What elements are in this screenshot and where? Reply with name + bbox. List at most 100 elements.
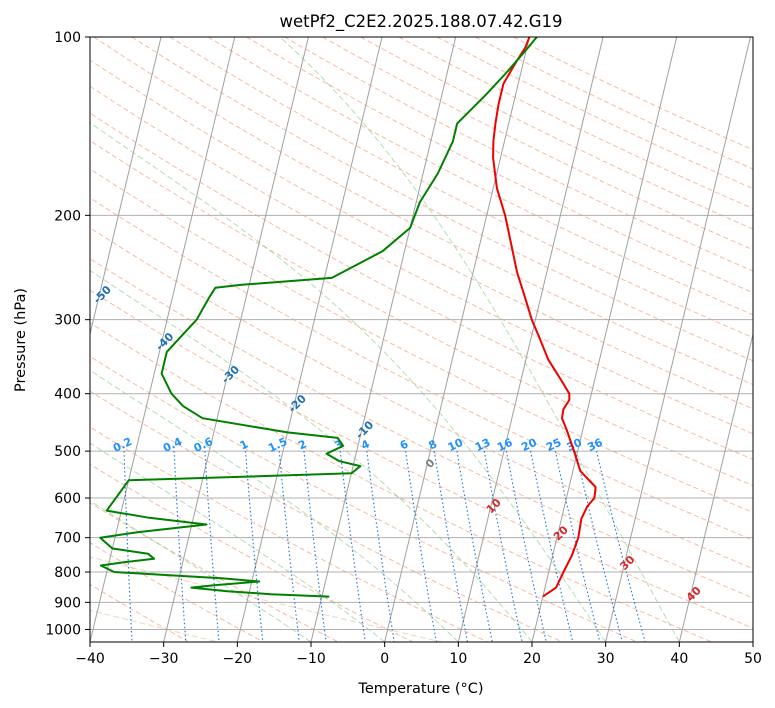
x-tick-label: −40: [75, 651, 105, 667]
dry-adiabat: [90, 197, 753, 541]
mixing-ratio-label: 36: [585, 436, 605, 454]
mixing-ratio-line: [505, 451, 547, 642]
mixing-ratio-label: 10: [446, 436, 466, 454]
dry-adiabat: [169, 37, 753, 339]
mixing-ratio-line: [339, 451, 366, 642]
isotherm: [384, 37, 530, 642]
sounding-traces: [99, 37, 597, 598]
x-tick-label: −30: [149, 651, 179, 667]
y-axis: 100 200 300 400 500 600 700 800 900 1000: [45, 30, 90, 638]
isotherm: [0, 37, 14, 642]
x-tick-label: −10: [296, 651, 326, 667]
x-tick-label: 0: [380, 651, 389, 667]
mixing-ratio-label: 0.2: [111, 435, 134, 455]
isotherm: [90, 37, 162, 337]
mixing-ratio-label: 0.6: [192, 435, 215, 455]
mixing-ratio-line: [173, 451, 187, 642]
y-tick-label: 700: [54, 531, 81, 547]
x-tick-label: 50: [744, 651, 762, 667]
isotherm: [457, 37, 604, 642]
chart-title: wetPf2_C2E2.2025.188.07.42.G19: [279, 12, 562, 32]
x-axis: −40 −30 −20 −10 0 10 20 30 40 50: [75, 642, 762, 667]
mixing-ratio-label: 2: [296, 437, 308, 452]
moist-adiabat: [90, 269, 533, 642]
mixing-ratio-label: 6: [398, 437, 411, 452]
isotherm: [531, 37, 678, 642]
dry-adiabat: [90, 390, 563, 642]
mixing-ratio-lines: [123, 450, 646, 642]
mixing-ratio-line: [575, 450, 623, 642]
x-axis-title: Temperature (°C): [357, 681, 483, 697]
plot-frame: [89, 36, 754, 643]
dry-adiabat: [90, 583, 190, 642]
background-curve: [90, 556, 443, 642]
dry-adiabat: [90, 322, 712, 642]
mixing-ratio-label: 25: [544, 436, 563, 454]
isotherm-label: -30: [219, 363, 242, 386]
mixing-ratio-line: [405, 451, 437, 642]
isotherm-label: 20: [551, 523, 571, 543]
y-tick-label: 900: [54, 595, 81, 611]
mixing-ratio-line: [433, 451, 469, 642]
mixing-ratio-line: [530, 450, 574, 642]
dry-adiabat: [90, 258, 753, 599]
moist-adiabat: [90, 122, 607, 642]
isotherm: [310, 37, 457, 642]
mixing-ratio-line: [278, 451, 300, 642]
dry-adiabat: [322, 37, 753, 251]
x-tick-label: 30: [597, 651, 615, 667]
isotherm: [90, 37, 236, 642]
dry-adiabat: [436, 37, 753, 190]
mixing-ratio-label: 1: [238, 437, 250, 452]
y-tick-label: 400: [54, 387, 81, 403]
mixing-ratio-line: [366, 451, 395, 642]
isotherm-label: -60: [29, 231, 52, 254]
y-axis-title: Pressure (hPa): [13, 288, 29, 392]
mixing-ratio-label: 13: [473, 436, 492, 454]
temperature-trace: [492, 37, 597, 598]
dry-adiabat: [207, 37, 753, 316]
isotherm-label: -10: [353, 418, 376, 441]
background-reference-lines: [90, 37, 753, 642]
x-tick-label: 40: [670, 651, 688, 667]
mixing-ratio-label: 20: [519, 436, 539, 454]
reference-line-labels: 0.10.20.40.611.52346810131620253036-100-…: [29, 231, 704, 604]
moist-adiabat: [90, 500, 312, 642]
dry-adiabat: [90, 463, 414, 642]
mixing-ratio-line: [596, 450, 646, 642]
moist-adiabat: [90, 369, 459, 642]
mixing-ratio-line: [123, 451, 133, 642]
dry-adiabat: [90, 542, 264, 642]
x-tick-label: 10: [449, 651, 467, 667]
isotherm-label: 0: [423, 456, 438, 471]
skewed-isotherms: [0, 37, 753, 642]
mixing-ratio-label: 8: [427, 437, 439, 452]
y-tick-label: 600: [54, 491, 81, 507]
dry-adiabat: [93, 37, 753, 386]
dry-adiabat: [90, 140, 753, 487]
isotherm-label: 30: [617, 553, 637, 573]
mixing-ratio-line: [483, 451, 523, 642]
y-tick-label: 300: [54, 313, 81, 329]
dry-adiabat: [90, 112, 753, 460]
dry-adiabat: [246, 37, 753, 294]
mixing-ratio-line: [204, 451, 220, 642]
dry-adiabat: [90, 355, 638, 642]
isotherm-label: -20: [286, 392, 309, 415]
dewpoint-trace: [99, 37, 538, 598]
mixing-ratio-line: [244, 451, 264, 642]
pressure-gridlines: [90, 37, 753, 630]
mixing-ratio-line: [303, 451, 327, 642]
mixing-ratio-label: 0.4: [161, 435, 184, 455]
isotherm-label: 10: [484, 496, 504, 516]
dry-adiabat: [131, 37, 753, 362]
y-tick-label: 800: [54, 565, 81, 581]
x-tick-label: −20: [223, 651, 253, 667]
y-tick-label: 100: [54, 30, 81, 46]
y-tick-label: 1000: [45, 622, 81, 638]
dry-adiabat: [90, 426, 488, 642]
x-tick-label: 20: [523, 651, 541, 667]
isotherm: [236, 37, 383, 642]
y-tick-label: 200: [54, 208, 81, 224]
isotherm: [678, 331, 753, 642]
